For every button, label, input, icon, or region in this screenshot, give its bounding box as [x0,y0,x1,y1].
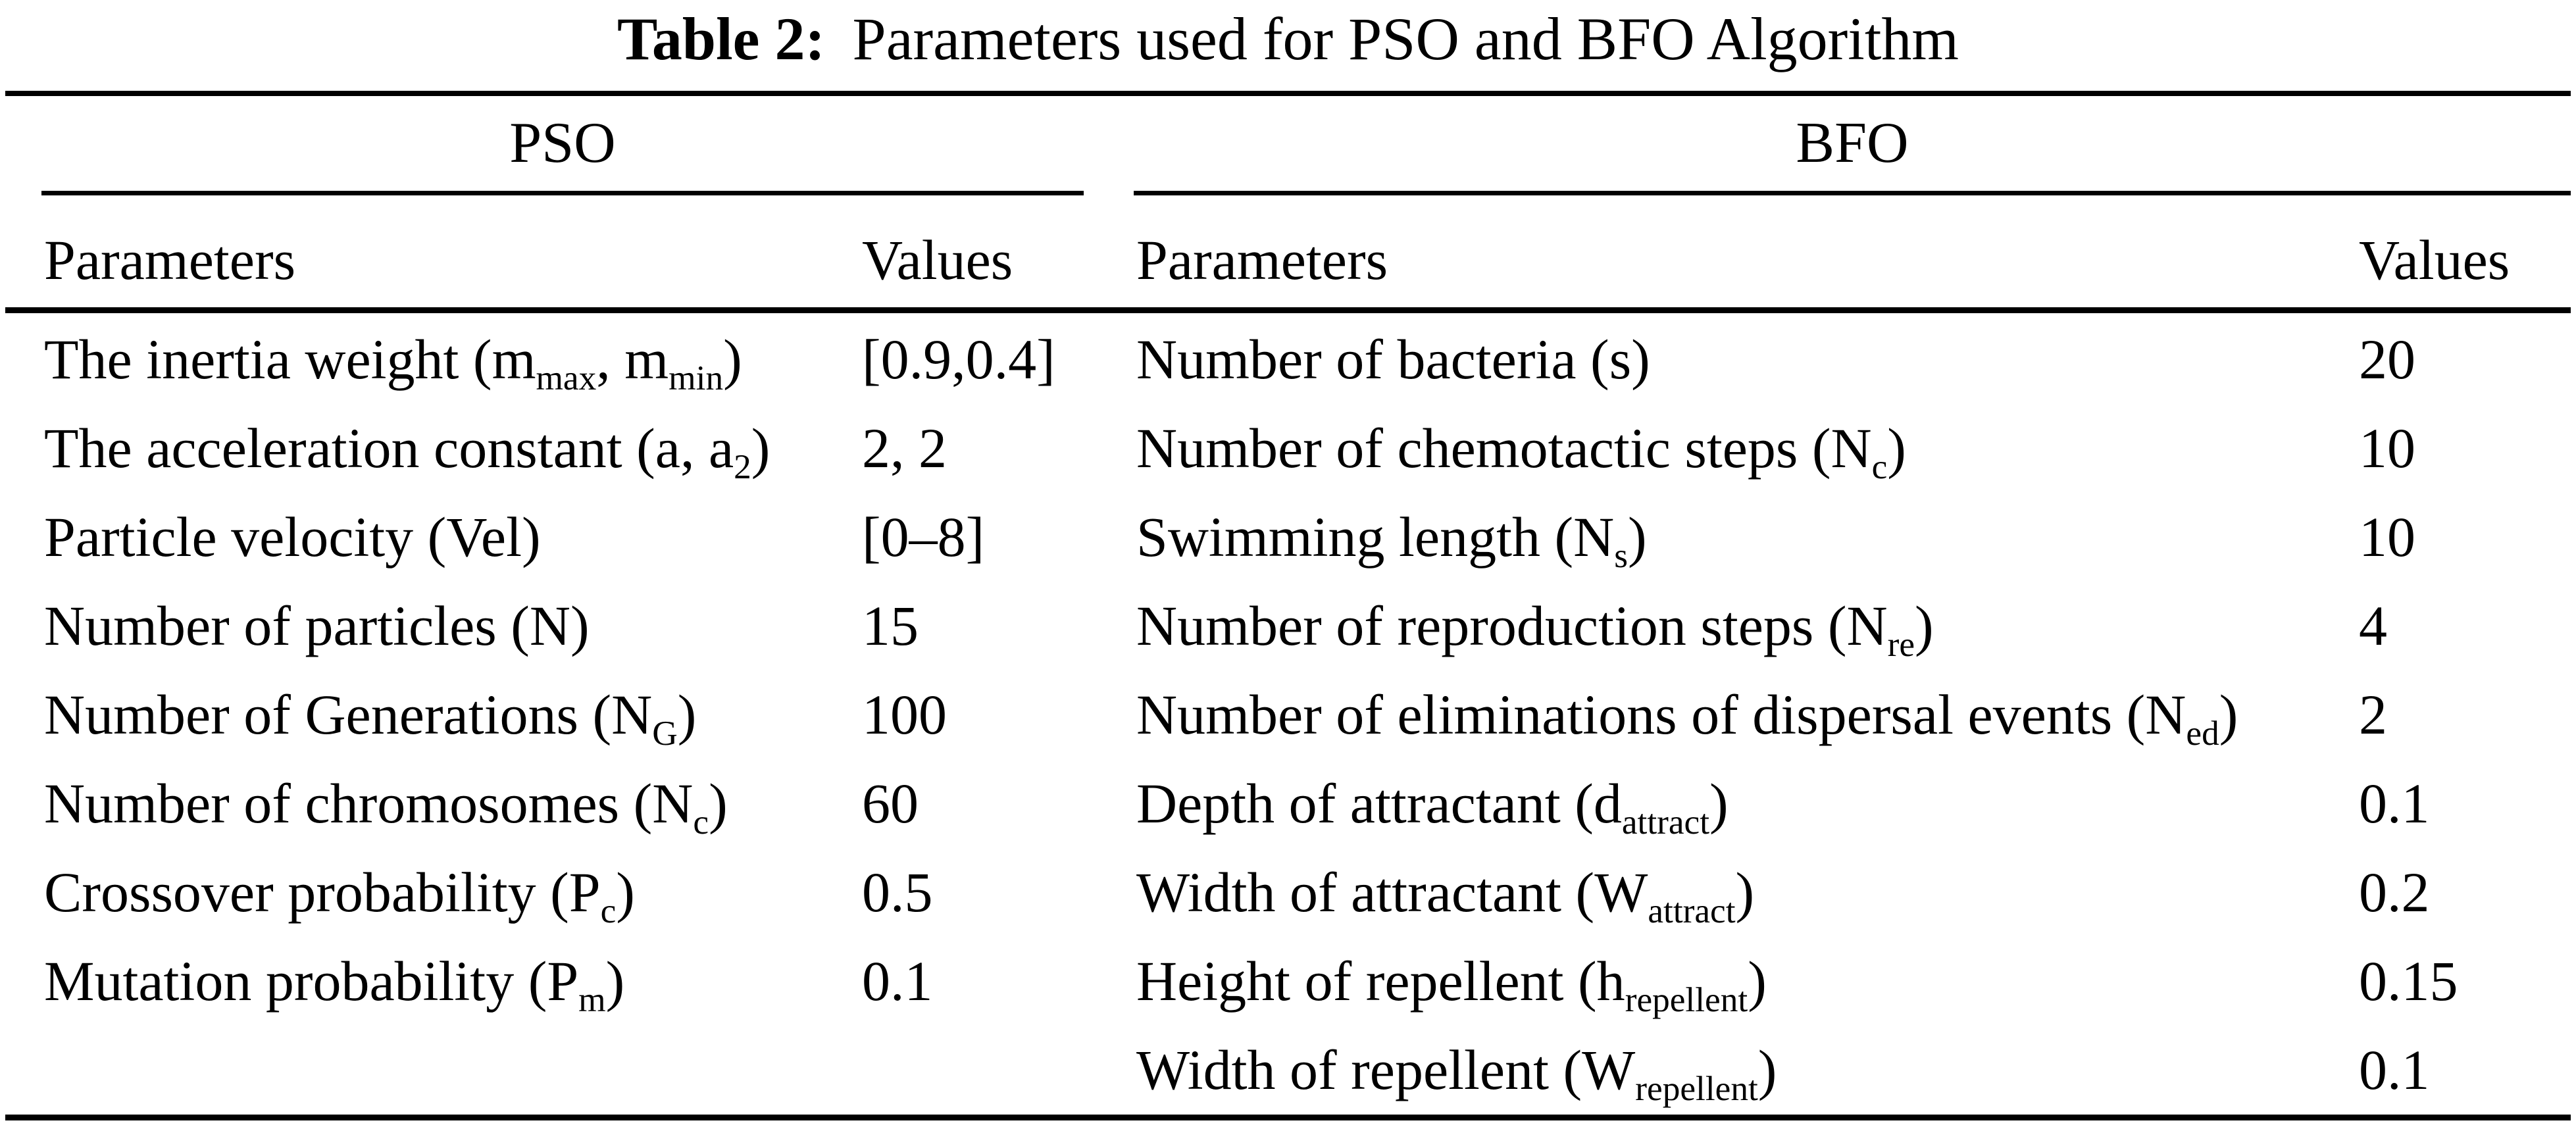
parameter-value: 4 [2359,593,2387,657]
table-row: Number of bacteria (s) 20 [1134,314,2571,403]
parameter-value: 20 [2359,327,2415,391]
column-header-parameters: Parameters [1136,228,1388,291]
table-row: Number of particles (N) 15 [41,581,1084,670]
parameter-label: Particle velocity (Vel) [44,505,541,568]
subscript: c [693,801,709,842]
table-row: Mutation probability (Pm) 0.1 [41,936,1084,1025]
parameter-value: 60 [862,771,919,835]
top-rule [5,91,2571,96]
parameter-value: [0.9,0.4] [862,327,1055,391]
parameter-value: [0–8] [862,505,985,568]
parameter-value: 100 [862,682,947,746]
table-row: Width of attractant (Wattract) 0.2 [1134,847,2571,936]
parameter-value: 0.5 [862,860,933,924]
parameter-label: Depth of attractant (dattract) [1136,771,1729,842]
table-row: Number of chemotactic steps (Nc) 10 [1134,403,2571,492]
table-row: Particle velocity (Vel) [0–8] [41,492,1084,581]
parameter-label: Swimming length (Ns) [1136,505,1647,575]
table-row: The inertia weight (mmax, mmin) [0.9,0.4] [41,314,1084,403]
bfo-header-underline-rule [1134,191,2571,195]
subscript: repellent [1625,979,1748,1019]
table-caption-number: Table 2: [617,5,826,72]
subscript: attract [1621,801,1710,842]
parameter-label: Number of Generations (NG) [44,682,697,753]
parameter-value: 10 [2359,505,2415,568]
subscript: m [578,979,606,1019]
bfo-column-header-row: Parameters Values [1134,224,2571,296]
subscript: ed [2186,713,2219,753]
column-header-values: Values [862,228,1013,291]
pso-header-underline-rule [41,191,1084,195]
parameter-label: Crossover probability (Pc) [44,860,635,930]
table-row: Height of repellent (hrepellent) 0.15 [1134,936,2571,1025]
bfo-rows: Number of bacteria (s) 20 Number of chemot… [1134,314,2571,1114]
subscript: c [600,890,617,930]
parameter-value: 0.15 [2359,949,2458,1013]
parameter-value: 2, 2 [862,416,947,480]
column-header-parameters: Parameters [44,228,296,291]
table-row: Crossover probability (Pc) 0.5 [41,847,1084,936]
bottom-rule [5,1115,2571,1120]
subscript: 2 [734,446,751,486]
column-header-rule [5,307,2571,313]
table-row: Number of reproduction steps (Nre) 4 [1134,581,2571,670]
parameter-label: Number of chemotactic steps (Nc) [1136,416,1906,486]
table-row: Swimming length (Ns) 10 [1134,492,2571,581]
subscript: c [1871,446,1888,486]
subscript: s [1614,535,1628,575]
parameter-label: Number of particles (N) [44,593,590,657]
parameter-label: Number of eliminations of dispersal even… [1136,682,2238,753]
table-row: Width of repellent (Wrepellent) 0.1 [1134,1025,2571,1114]
parameter-value: 0.1 [2359,771,2430,835]
parameter-label: The inertia weight (mmax, mmin) [44,327,742,397]
pso-rows: The inertia weight (mmax, mmin) [0.9,0.4]… [41,314,1084,1025]
table-row: Number of eliminations of dispersal even… [1134,670,2571,759]
parameter-label: Width of attractant (Wattract) [1136,860,1755,930]
subscript: attract [1648,890,1736,930]
parameter-label: Height of repellent (hrepellent) [1136,949,1767,1019]
parameter-label: The acceleration constant (a, a2) [44,416,770,486]
table-row: Number of Generations (NG) 100 [41,670,1084,759]
parameter-label: Number of reproduction steps (Nre) [1136,593,1934,664]
column-header-values: Values [2359,228,2510,291]
parameter-label: Width of repellent (Wrepellent) [1136,1038,1777,1108]
parameter-value: 15 [862,593,919,657]
parameter-label: Mutation probability (Pm) [44,949,625,1019]
subscript: min [669,357,724,397]
subscript: re [1887,624,1915,664]
parameter-value: 0.1 [2359,1038,2430,1101]
subscript: G [652,713,678,753]
parameter-label: Number of bacteria (s) [1136,327,1650,391]
subscript: repellent [1635,1068,1758,1108]
table-caption: Table 2: Parameters used for PSO and BFO … [0,3,2576,75]
parameter-label: Number of chromosomes (Nc) [44,771,728,842]
table-row: Number of chromosomes (Nc) 60 [41,759,1084,847]
parameter-value: 10 [2359,416,2415,480]
parameter-value: 0.1 [862,949,933,1013]
pso-column-header-row: Parameters Values [41,224,1084,296]
table-row: Depth of attractant (dattract) 0.1 [1134,759,2571,847]
group-header-bfo: BFO [1796,111,1909,175]
table-caption-text: Parameters used for PSO and BFO Algorith… [852,5,1959,72]
parameter-value: 2 [2359,682,2387,746]
group-header-pso: PSO [509,111,616,175]
parameter-value: 0.2 [2359,860,2430,924]
subscript: max [536,357,597,397]
table-row: The acceleration constant (a, a2) 2, 2 [41,403,1084,492]
